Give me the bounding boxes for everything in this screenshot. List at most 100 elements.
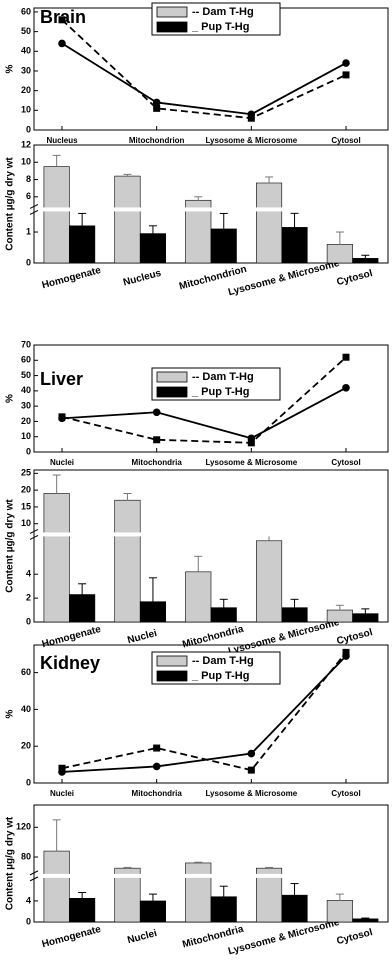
axis-break xyxy=(35,207,387,212)
error-bar xyxy=(219,598,228,608)
y-tick-label: 0 xyxy=(26,446,31,456)
y-tick-label: 30 xyxy=(21,65,31,75)
data-point xyxy=(152,762,161,771)
error-bar xyxy=(78,212,87,226)
legend-swatch xyxy=(156,655,188,667)
chart-title: Liver xyxy=(40,369,83,389)
data-point xyxy=(152,408,161,417)
bar xyxy=(210,228,237,264)
error-bar xyxy=(219,885,228,897)
bar xyxy=(114,175,141,264)
y-tick-label: 0 xyxy=(26,124,31,134)
bar xyxy=(326,244,353,264)
error-bar xyxy=(335,604,344,611)
bar xyxy=(185,571,212,623)
x-tick-label: Nuclei xyxy=(126,928,158,946)
legend-swatch xyxy=(156,21,188,33)
y-tick-label: 20 xyxy=(21,416,31,426)
data-line xyxy=(61,655,347,773)
y-tick-label: 4 xyxy=(26,895,31,905)
bar xyxy=(43,850,70,923)
y-axis-label: Content µg/g dry wt xyxy=(5,499,16,593)
legend-label: -- Dam T-Hg xyxy=(192,371,254,383)
data-point xyxy=(58,768,66,776)
legend-swatch xyxy=(156,371,188,383)
break-mark xyxy=(29,876,39,882)
data-point xyxy=(247,439,255,447)
y-tick-label: 10 xyxy=(21,157,31,167)
y-axis-label: % xyxy=(5,394,16,403)
data-point xyxy=(153,744,161,752)
data-point xyxy=(342,71,350,79)
y-axis-label: Content µg/g dry wt xyxy=(5,816,16,910)
data-point xyxy=(342,353,350,361)
error-bar xyxy=(194,196,203,201)
data-point xyxy=(152,98,161,107)
bar xyxy=(139,233,166,264)
error-bar xyxy=(361,917,370,919)
data-point xyxy=(342,59,350,67)
y-tick-label: 60 xyxy=(21,355,31,365)
legend-swatch xyxy=(156,6,188,18)
y-tick-label: 0 xyxy=(26,777,31,787)
error-bar xyxy=(265,176,274,183)
x-tick-label: Cytosol xyxy=(331,789,360,798)
y-tick-label: 70 xyxy=(21,339,31,349)
y-tick-label: 10 xyxy=(21,431,31,441)
bar xyxy=(281,607,308,623)
y-tick-label: 30 xyxy=(21,401,31,411)
break-mark xyxy=(29,528,39,534)
data-point xyxy=(342,652,350,660)
y-tick-label: 0 xyxy=(26,616,31,626)
break-mark xyxy=(29,534,39,540)
error-bar xyxy=(148,893,157,901)
y-tick-label: 1 xyxy=(26,226,31,236)
legend-label: _ Pup T-Hg xyxy=(191,670,249,682)
y-axis-label: Content µg/g dry wt xyxy=(5,157,16,251)
y-tick-label: 0 xyxy=(26,257,31,267)
data-line xyxy=(61,387,347,440)
bar xyxy=(69,225,96,264)
chart-title: Brain xyxy=(40,7,86,27)
data-line xyxy=(61,19,347,120)
bar xyxy=(281,227,308,264)
bar xyxy=(43,493,70,623)
x-tick-label: Homogenate xyxy=(41,924,103,950)
y-tick-label: 40 xyxy=(21,704,31,714)
x-tick-label: Nuclei xyxy=(126,628,158,646)
bar xyxy=(326,900,353,923)
x-tick-label: Cytosol xyxy=(336,627,374,647)
x-tick-label: Cytosol xyxy=(331,136,360,145)
break-mark xyxy=(29,870,39,876)
error-bar xyxy=(52,154,61,167)
data-point xyxy=(342,384,350,392)
legend-label: _ Pup T-Hg xyxy=(191,21,249,33)
data-point xyxy=(247,110,256,119)
bar xyxy=(69,594,96,623)
y-axis-label: % xyxy=(5,64,16,73)
error-bar xyxy=(335,231,344,245)
y-tick-label: 50 xyxy=(21,26,31,36)
y-tick-label: 20 xyxy=(21,85,31,95)
bar xyxy=(326,609,353,623)
x-tick-label: Cytosol xyxy=(336,268,374,288)
legend-label: -- Dam T-Hg xyxy=(192,655,254,667)
legend-swatch xyxy=(156,670,188,682)
axis-break xyxy=(35,873,387,878)
y-tick-label: 40 xyxy=(21,46,31,56)
x-tick-label: Mitochondrion xyxy=(129,136,185,145)
y-tick-label: 6 xyxy=(26,191,31,201)
error-bar xyxy=(219,212,228,229)
chart-title: Kidney xyxy=(40,653,100,673)
axis-break xyxy=(35,532,387,537)
x-tick-label: Nuclei xyxy=(50,458,74,467)
bar xyxy=(256,182,283,264)
y-tick-label: 10 xyxy=(21,105,31,115)
x-tick-label: Lysosome & Microsome xyxy=(205,136,297,145)
data-point xyxy=(247,114,255,122)
x-tick-label: Mitochondria xyxy=(132,789,183,798)
y-tick-label: 4 xyxy=(26,569,31,579)
y-tick-label: 20 xyxy=(21,485,31,495)
y-tick-label: 10 xyxy=(21,518,31,528)
